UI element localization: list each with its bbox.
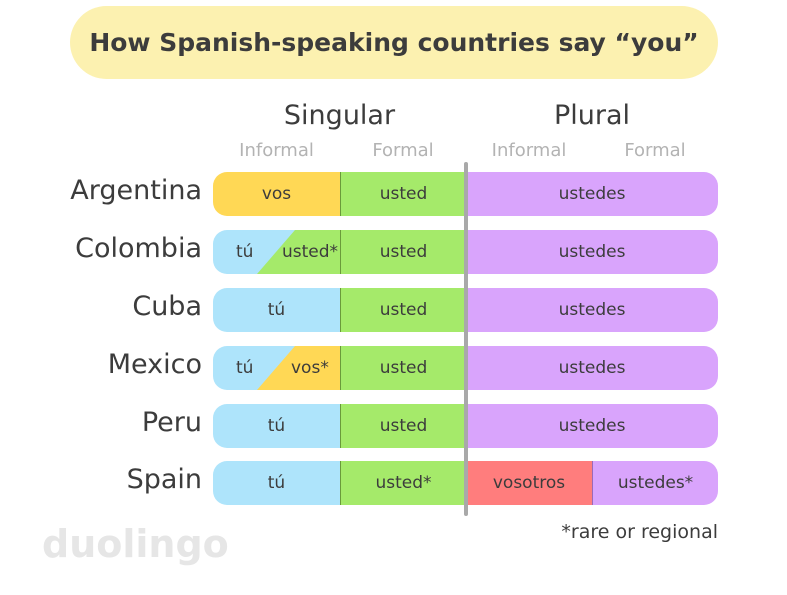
cell-singular-formal: usted* [340,461,466,505]
country-label: Colombia [75,233,202,264]
split-cell-background [213,230,340,274]
table-row: tú usted* vosotros ustedes* [213,461,718,505]
title-banner: How Spanish-speaking countries say “you” [70,6,718,79]
subheader-singular-informal: Informal [239,140,314,161]
cell-singular-informal-a: tú [236,358,254,378]
cell-plural-formal: ustedes* [592,461,718,505]
subheader-singular-formal: Formal [372,140,434,161]
cell-singular-informal: tú [213,404,340,448]
table-row: tú usted* usted ustedes [213,230,718,274]
table-row: tú usted ustedes [213,404,718,448]
cell-singular-formal: usted [340,404,466,448]
header-plural: Plural [553,100,631,131]
cell-plural: ustedes [466,172,718,216]
country-label: Cuba [132,291,202,322]
cell-plural: ustedes [466,230,718,274]
cell-plural: ustedes [466,288,718,332]
cell-plural: ustedes [466,404,718,448]
cell-singular-informal-b: usted* [282,242,339,262]
cell-singular-formal: usted [340,230,466,274]
subheader-plural-formal: Formal [624,140,686,161]
country-label: Mexico [107,349,202,380]
footnote: *rare or regional [561,521,718,543]
country-label: Peru [141,407,202,438]
cell-singular-informal: vos [213,172,340,216]
cell-singular-formal: usted [340,346,466,390]
cell-singular-informal: tú [213,288,340,332]
country-label: Argentina [70,175,202,206]
cell-singular-formal: usted [340,172,466,216]
cell-singular-informal-a: tú [236,242,254,262]
duolingo-logo: duolingo [42,522,229,566]
header-singular: Singular [283,100,396,131]
cell-plural: ustedes [466,346,718,390]
cell-singular-informal: tú [213,461,340,505]
table-row: vos usted ustedes [213,172,718,216]
table-row: tú usted ustedes [213,288,718,332]
subheader-plural-informal: Informal [491,140,567,161]
cell-singular-informal-b: vos* [291,358,329,378]
split-cell-background [213,346,340,390]
table-row: tú vos* usted ustedes [213,346,718,390]
page-title: How Spanish-speaking countries say “you” [89,28,699,57]
singular-plural-divider [464,162,468,516]
cell-plural-informal: vosotros [466,461,592,505]
country-label: Spain [126,464,202,495]
cell-singular-formal: usted [340,288,466,332]
